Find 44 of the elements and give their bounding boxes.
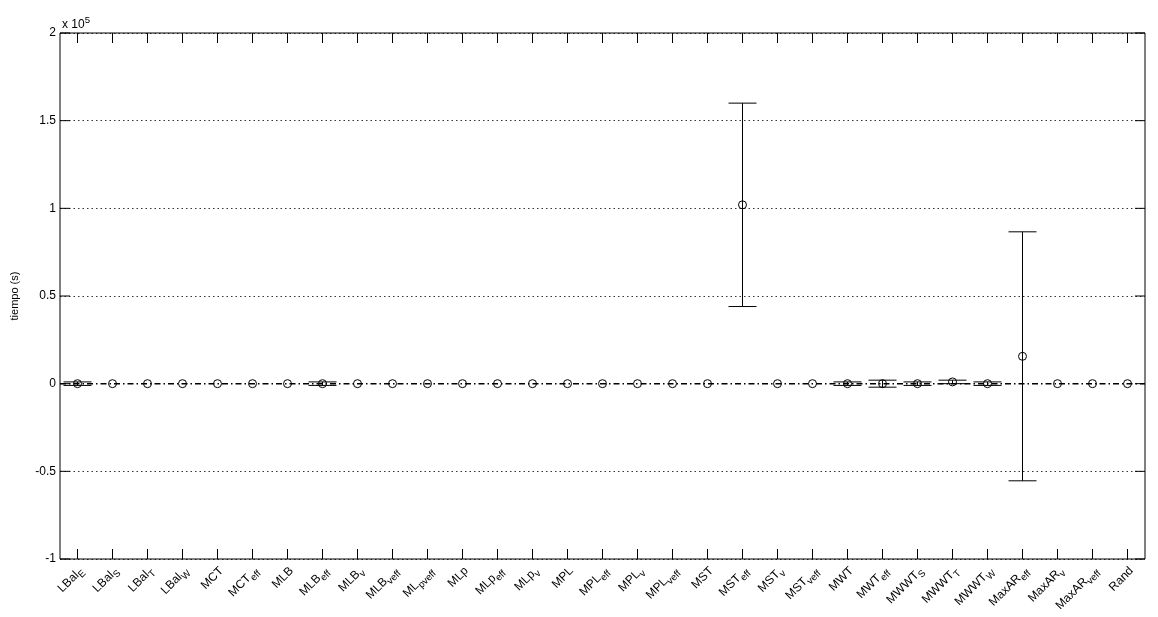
x-tick-label: MLpeff bbox=[472, 567, 508, 598]
y-tick-label: 1 bbox=[49, 200, 57, 215]
point bbox=[493, 379, 502, 389]
point bbox=[1088, 379, 1097, 389]
x-tick-label: MPLeff bbox=[576, 567, 613, 599]
point bbox=[983, 379, 992, 389]
point bbox=[878, 379, 887, 389]
point bbox=[353, 379, 362, 389]
point bbox=[213, 379, 222, 389]
point bbox=[633, 379, 642, 389]
y-axis-title: tiempo (s) bbox=[7, 271, 20, 321]
y-tick-label: 0 bbox=[49, 375, 57, 390]
point bbox=[248, 379, 257, 389]
point bbox=[283, 379, 292, 389]
point bbox=[423, 379, 432, 389]
point bbox=[598, 379, 607, 389]
point bbox=[318, 379, 327, 389]
x-tick-label: MPL bbox=[548, 563, 577, 591]
point bbox=[73, 379, 82, 389]
point bbox=[1053, 379, 1062, 389]
point bbox=[108, 379, 117, 389]
point bbox=[703, 379, 712, 389]
y-tick-label: 0.5 bbox=[39, 288, 57, 303]
point bbox=[808, 379, 817, 389]
x-tick-label: MLpv bbox=[511, 566, 543, 594]
x-tick-label: MLp bbox=[444, 563, 472, 590]
y-tick-label: -1 bbox=[45, 551, 57, 566]
point bbox=[668, 379, 677, 389]
y-tick-label: 1.5 bbox=[39, 112, 57, 127]
point bbox=[738, 200, 747, 210]
point bbox=[388, 379, 397, 389]
point bbox=[528, 379, 537, 389]
point bbox=[458, 379, 467, 389]
y-tick-label: 2 bbox=[49, 25, 57, 40]
y-tick-label: -0.5 bbox=[35, 463, 57, 478]
point bbox=[773, 379, 782, 389]
point bbox=[178, 379, 187, 389]
point bbox=[143, 379, 152, 389]
point bbox=[948, 377, 957, 387]
point bbox=[913, 379, 922, 389]
point bbox=[1018, 351, 1027, 361]
point bbox=[563, 379, 572, 389]
point bbox=[843, 379, 852, 389]
point bbox=[1123, 379, 1132, 389]
